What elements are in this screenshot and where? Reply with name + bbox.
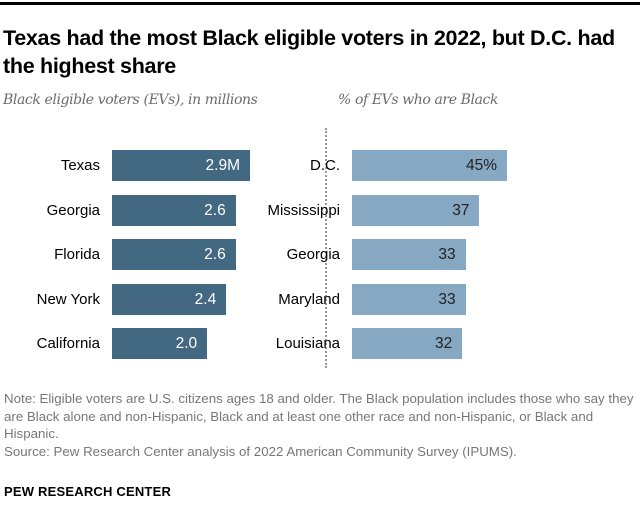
bar-left: [112, 328, 208, 360]
data-label: 33: [438, 246, 456, 264]
chart-title: Texas had the most Black eligible voters…: [3, 26, 615, 78]
chart-notes: Note: Eligible voters are U.S. citizens …: [4, 390, 634, 460]
category-label: Texas: [60, 157, 100, 174]
bar-left: [112, 239, 236, 271]
data-label: 33: [438, 290, 456, 308]
panel-divider: [325, 128, 327, 368]
category-label: Georgia: [286, 246, 340, 264]
data-label: 2.0: [175, 335, 198, 353]
category-label: Florida: [54, 246, 100, 264]
data-label: 2.6: [204, 201, 226, 219]
left-panel-title: Black eligible voters (EVs), in millions: [3, 92, 258, 108]
category-label: Louisiana: [275, 335, 340, 353]
data-label: 2.9M: [205, 157, 240, 174]
data-label: 37: [452, 201, 470, 219]
category-label: D.C.: [310, 157, 340, 174]
category-label: Georgia: [46, 201, 100, 219]
data-label: 45%: [465, 157, 497, 174]
source-text: Source: Pew Research Center analysis of …: [4, 443, 517, 459]
bar-left: [112, 283, 227, 315]
category-label: California: [36, 335, 100, 353]
bar-left: [112, 194, 236, 226]
data-label: 2.6: [204, 246, 226, 264]
bar-right: [352, 283, 466, 315]
note-text: Note: Eligible voters are U.S. citizens …: [4, 391, 634, 441]
top-rule: [0, 2, 640, 5]
category-label: New York: [36, 290, 100, 308]
bar-right: [352, 194, 480, 226]
category-label: Mississippi: [267, 201, 340, 219]
data-label: 2.4: [194, 290, 217, 308]
data-label: 32: [434, 335, 453, 353]
right-panel-title: % of EVs who are Black: [338, 92, 499, 108]
bar-left: [112, 150, 250, 181]
bar-right: [352, 328, 463, 360]
bar-right: [352, 239, 466, 271]
bar-right: [352, 150, 507, 181]
brand-logo-text: PEW RESEARCH CENTER: [4, 484, 172, 499]
category-label: Maryland: [278, 290, 340, 308]
